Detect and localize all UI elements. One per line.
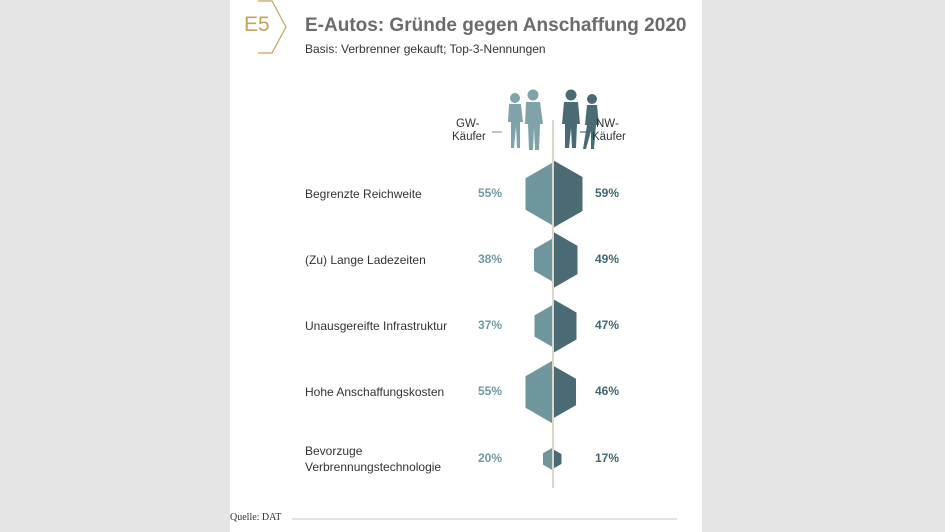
chart-svg — [492, 89, 599, 488]
gw-value-label: 38% — [477, 252, 502, 266]
nw-half-hexagon — [553, 365, 576, 419]
category-label-line: Hohe Anschaffungskosten — [305, 385, 445, 399]
nw-value-label: 46% — [595, 384, 620, 398]
gw-half-hexagon — [534, 304, 553, 348]
nw-value-label: 47% — [595, 318, 620, 332]
nw-half-hexagon — [553, 299, 577, 353]
category-label-line: Unausgereifte Infrastruktur — [305, 319, 448, 333]
nw-half-hexagon — [553, 231, 578, 289]
nw-label-line2: Käufer — [592, 131, 626, 143]
category-label: (Zu) Lange Ladezeiten — [305, 252, 426, 268]
category-label: Begrenzte Reichweite — [305, 186, 422, 202]
nw-half-hexagon — [553, 449, 562, 469]
gw-buyers-icon — [508, 89, 543, 150]
gw-half-hexagon — [525, 360, 553, 424]
gw-value-label: 37% — [477, 318, 502, 332]
nw-value-label: 17% — [595, 451, 620, 465]
category-label: Bevorzuge Verbrennungstechnologie — [305, 443, 441, 475]
chart-panel: E5 E-Autos: Gründe gegen Anschaffung 202… — [230, 0, 702, 532]
gw-legend-label: GW- Käufer — [452, 118, 486, 144]
gw-half-hexagon — [543, 447, 553, 471]
gw-half-hexagon — [525, 162, 553, 226]
category-label-line: (Zu) Lange Ladezeiten — [305, 253, 426, 267]
category-label: Unausgereifte Infrastruktur — [305, 318, 447, 334]
nw-buyers-icon — [562, 89, 599, 149]
gw-value-label: 55% — [477, 384, 502, 398]
badge-chevron-icon — [258, 0, 287, 54]
gw-value-label: 55% — [477, 186, 502, 200]
source-divider — [292, 518, 677, 520]
nw-value-label: 49% — [595, 252, 620, 266]
chart-title: E-Autos: Gründe gegen Anschaffung 2020 — [305, 15, 687, 36]
category-label-line: Begrenzte Reichweite — [305, 187, 422, 201]
category-label: Hohe Anschaffungskosten — [305, 384, 444, 400]
gw-label-line2: Käufer — [452, 131, 486, 143]
nw-half-hexagon — [553, 160, 583, 228]
gw-value-label: 20% — [477, 451, 502, 465]
gw-label-line1: GW- — [456, 118, 480, 130]
category-label-line: Bevorzuge — [305, 444, 363, 458]
nw-legend-label: NW- Käufer — [592, 118, 626, 144]
section-badge: E5 — [244, 13, 270, 36]
nw-label-line1: NW- — [596, 118, 619, 130]
source-note: Quelle: DAT — [230, 512, 282, 523]
chart-subtitle: Basis: Verbrenner gekauft; Top-3-Nennung… — [305, 42, 546, 56]
category-label-line: Verbrennungstechnologie — [305, 460, 442, 474]
nw-value-label: 59% — [595, 186, 620, 200]
gw-half-hexagon — [534, 238, 553, 282]
